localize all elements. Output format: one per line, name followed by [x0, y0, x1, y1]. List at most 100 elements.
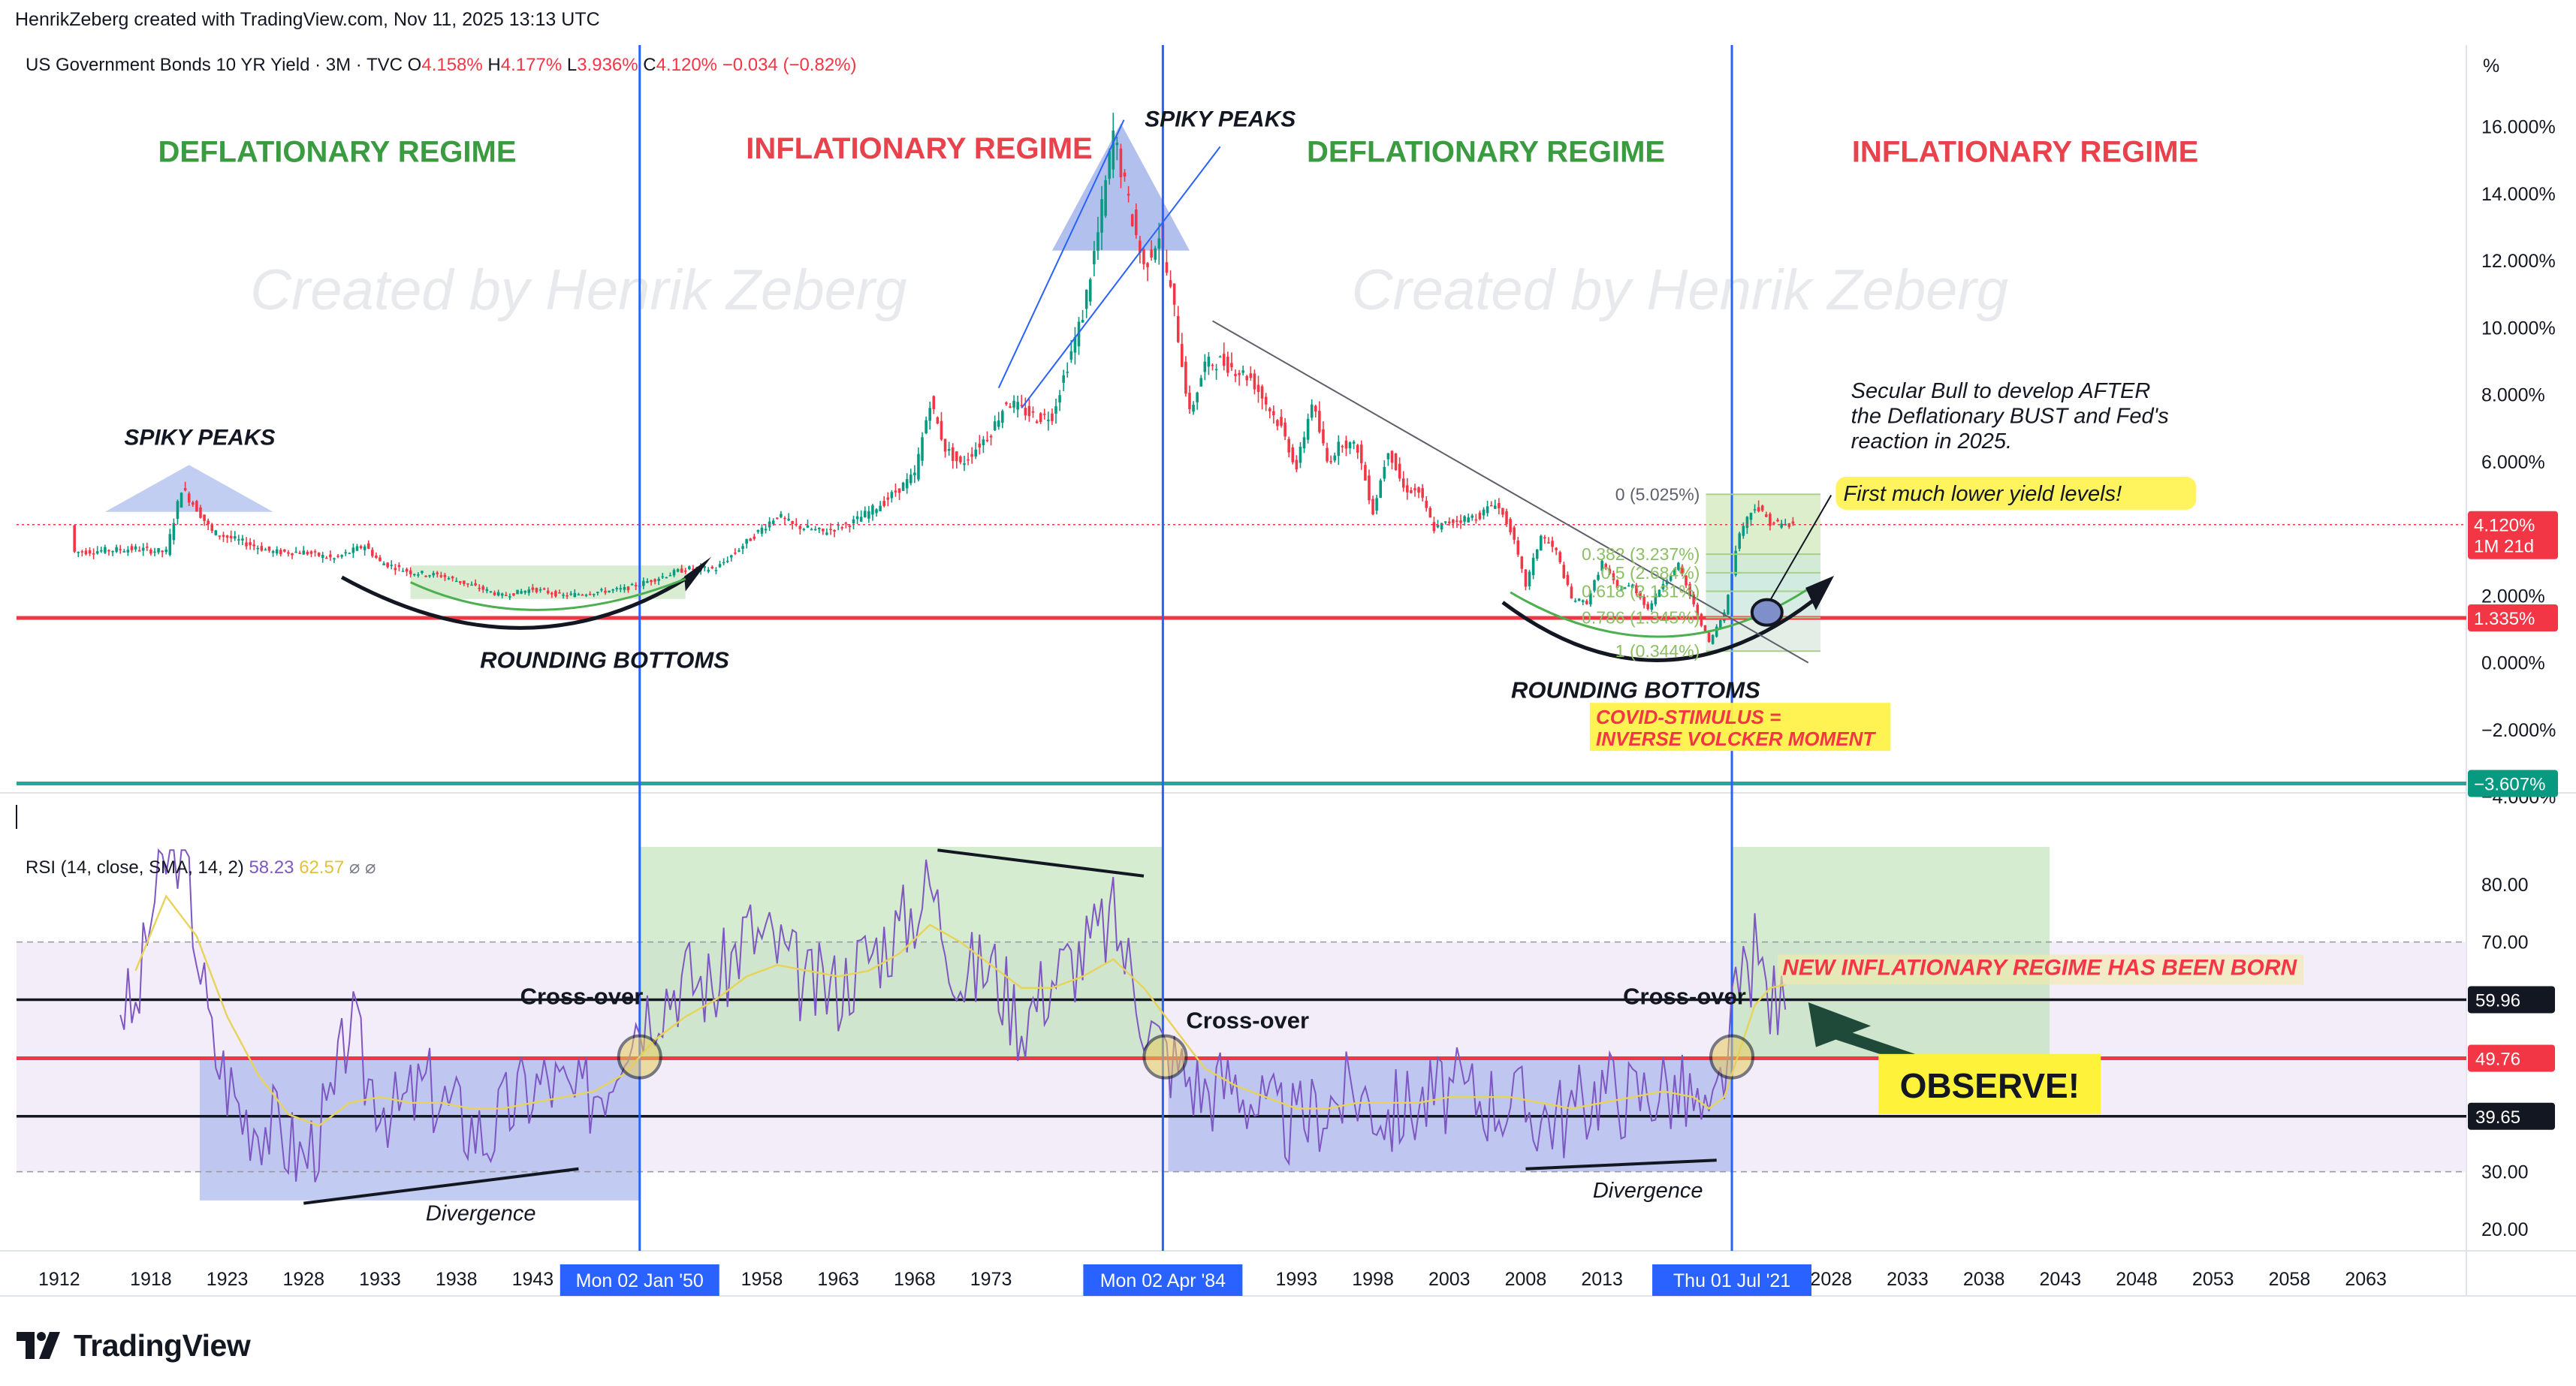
candle — [260, 546, 264, 551]
rsi-y-tick-label: 30.00 — [2481, 1162, 2529, 1183]
candle — [1547, 542, 1550, 544]
candle — [1447, 521, 1451, 523]
candle — [1326, 447, 1329, 462]
candle — [1196, 392, 1199, 402]
chart-overlays — [303, 119, 1916, 1205]
candle — [1612, 573, 1615, 580]
candle — [1486, 506, 1489, 514]
candle — [1238, 372, 1241, 375]
observe-arrow — [1808, 1002, 1916, 1059]
secular-bull-line1: Secular Bull to develop AFTER — [1851, 379, 2151, 403]
candle — [760, 527, 764, 534]
candle — [279, 550, 282, 555]
candle — [523, 590, 526, 593]
candle — [1470, 515, 1474, 518]
candle — [1318, 411, 1321, 432]
candle — [508, 596, 511, 598]
x-tick-label: 1943 — [512, 1269, 554, 1290]
candle — [1604, 564, 1608, 568]
candle — [1791, 521, 1795, 524]
candle — [650, 580, 653, 583]
deflationary-regime-label-2: DEFLATIONARY REGIME — [1307, 135, 1665, 168]
candle — [222, 535, 225, 537]
candle — [1360, 444, 1363, 463]
candle — [1707, 632, 1711, 642]
candle — [153, 551, 156, 553]
candle — [1474, 519, 1478, 521]
x-tick-label: 1928 — [282, 1269, 324, 1290]
candle — [886, 497, 890, 500]
candle — [195, 501, 198, 512]
rounding-bottom-green-arc-1 — [410, 577, 686, 611]
candle — [317, 553, 321, 556]
candle — [1727, 595, 1730, 615]
x-tick-label: 2008 — [1505, 1269, 1547, 1290]
candle — [1524, 569, 1528, 587]
date-marker-1 — [560, 1264, 719, 1296]
tradingview-logo[interactable]: TradingView — [17, 1328, 251, 1363]
x-tick-label: 1923 — [207, 1269, 249, 1290]
candle — [901, 482, 905, 491]
secular-bull-line2: the Deflationary BUST and Fed's — [1851, 405, 2169, 429]
candle — [1368, 475, 1371, 501]
candle — [542, 588, 546, 590]
candle — [780, 514, 783, 517]
price-series — [73, 113, 1795, 645]
candle — [1509, 519, 1512, 532]
candle — [646, 581, 649, 583]
candle — [1192, 405, 1195, 412]
candle — [1543, 537, 1546, 539]
date-marker-2 — [1083, 1264, 1243, 1296]
candle — [1711, 634, 1715, 644]
candle — [1608, 568, 1612, 574]
candle — [714, 570, 718, 571]
divergence-label-1: Divergence — [426, 1202, 536, 1226]
candle — [665, 577, 668, 579]
candle — [925, 420, 928, 434]
candle — [756, 529, 760, 532]
candle — [1428, 508, 1432, 518]
candle — [252, 544, 255, 547]
candle — [993, 421, 997, 431]
candle — [630, 583, 634, 586]
candle — [840, 527, 844, 529]
candle — [1780, 523, 1783, 528]
fib-band — [1706, 554, 1821, 573]
date-marker-label: Mon 02 Apr '84 — [1100, 1270, 1226, 1291]
candle — [1253, 373, 1256, 390]
price-tag-label: −3.607% — [2474, 775, 2545, 795]
candle — [489, 591, 493, 592]
candle — [1188, 393, 1191, 409]
y-tick-label: 12.000% — [2481, 251, 2556, 272]
candle — [1639, 592, 1642, 598]
candle — [1398, 463, 1401, 479]
x-tick-label: 2063 — [2345, 1269, 2387, 1290]
candle — [749, 538, 752, 541]
candle — [1642, 596, 1645, 605]
candle — [928, 408, 931, 421]
candle — [100, 550, 103, 552]
candle — [1031, 411, 1035, 413]
x-tick-label: 2003 — [1428, 1269, 1470, 1290]
candle — [397, 565, 401, 568]
rounding-bottoms-label-2: ROUNDING BOTTOMS — [1511, 676, 1760, 703]
candle — [905, 479, 909, 489]
candle — [344, 552, 347, 553]
symbol-line: US Government Bonds 10 YR Yield · 3M · T… — [26, 55, 857, 75]
candle — [569, 593, 573, 595]
candle — [730, 555, 733, 558]
candle — [386, 562, 389, 568]
candle — [1211, 364, 1214, 366]
candle — [1745, 517, 1749, 529]
candle — [776, 517, 779, 519]
spiky-peaks-label-2: SPIKY PEAKS — [1145, 107, 1296, 132]
candle — [474, 583, 477, 586]
candle — [1661, 583, 1665, 589]
candle — [1452, 520, 1455, 523]
candle — [653, 579, 656, 582]
candle — [1619, 589, 1623, 592]
candle — [1169, 280, 1172, 287]
candle — [313, 551, 317, 553]
cross-over-label-3: Cross-over — [1623, 983, 1746, 1009]
